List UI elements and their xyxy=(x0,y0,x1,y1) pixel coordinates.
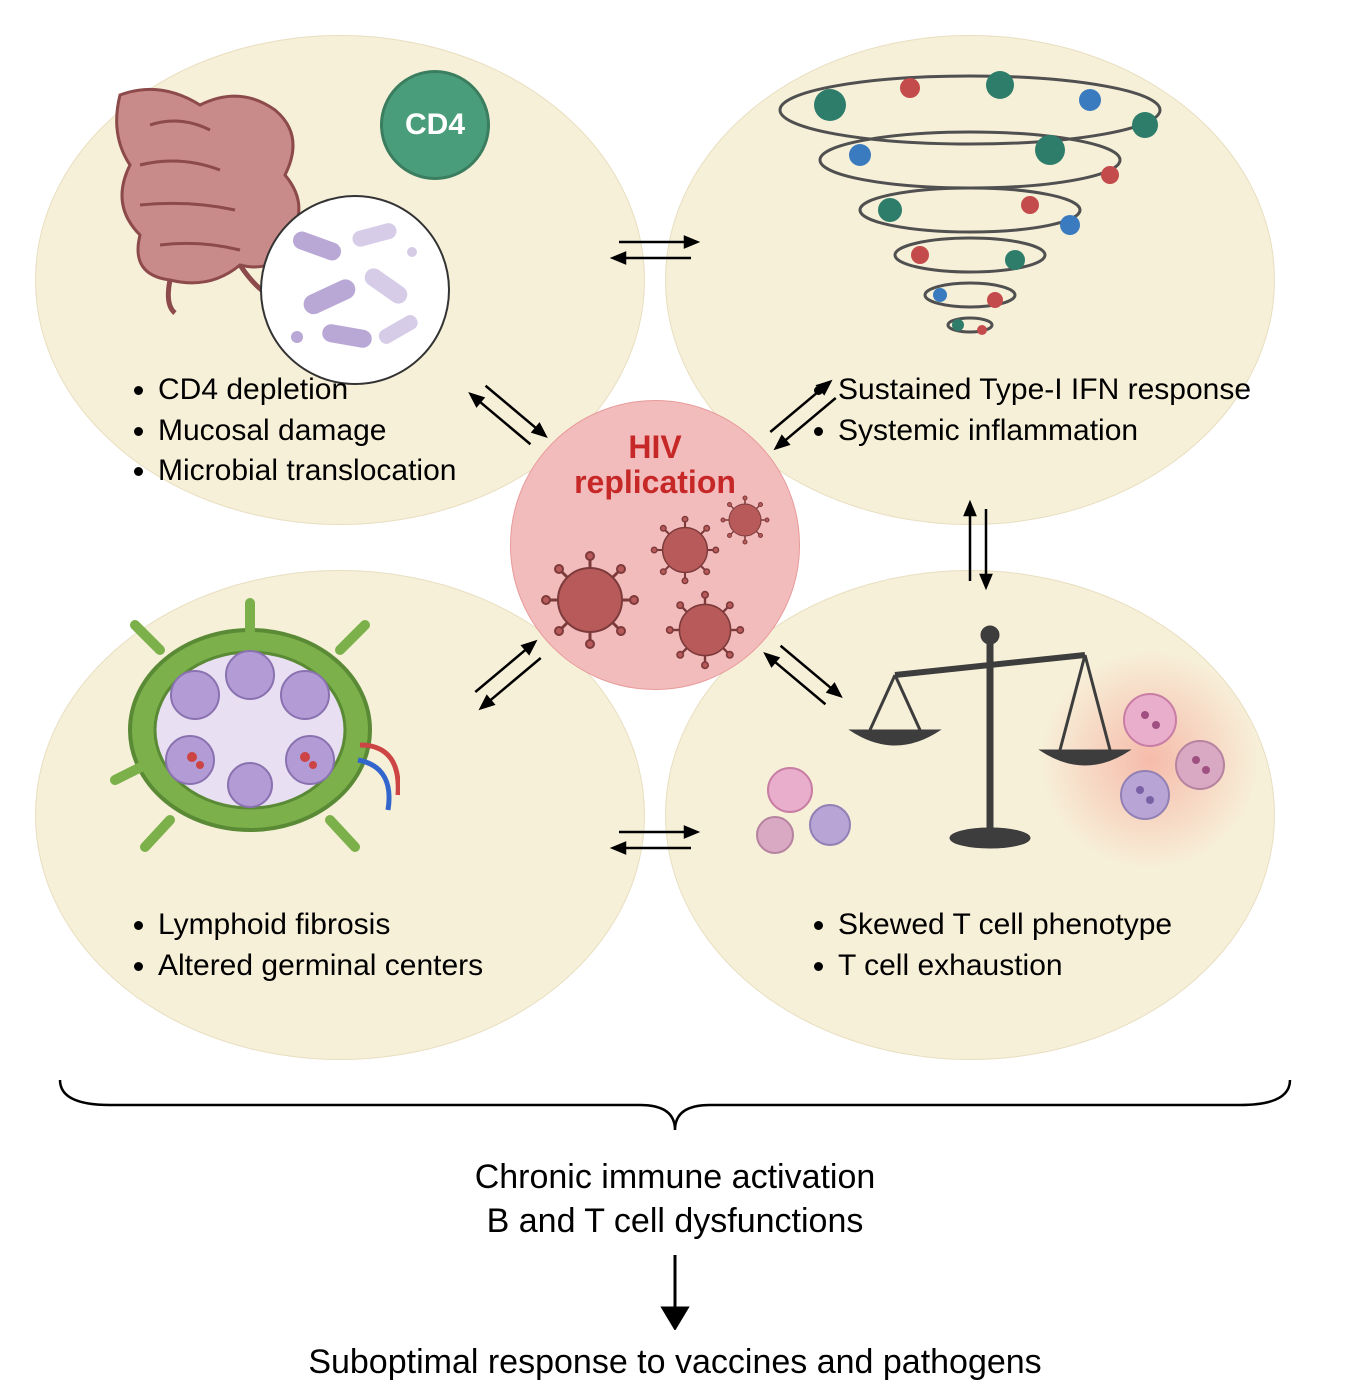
center-label-l1: HIV xyxy=(628,429,681,465)
bullet: Altered germinal centers xyxy=(158,946,483,987)
cd4-label: CD4 xyxy=(405,108,465,142)
arrows-tl-tr xyxy=(607,225,703,275)
bullet: Skewed T cell phenotype xyxy=(838,905,1172,946)
conclusion-l1: Chronic immune activation xyxy=(475,1158,876,1196)
conclusion-block-2: Suboptimal response to vaccines and path… xyxy=(0,1340,1350,1384)
curly-brace xyxy=(50,1070,1300,1140)
bullets-top-right: Sustained Type-I IFN response Systemic i… xyxy=(810,370,1251,451)
bullet: T cell exhaustion xyxy=(838,946,1172,987)
down-arrow xyxy=(650,1250,700,1330)
conclusion-block-1: Chronic immune activation B and T cell d… xyxy=(0,1155,1350,1243)
cytokine-storm-icon xyxy=(740,50,1200,360)
bullet: CD4 depletion xyxy=(158,370,456,411)
cd4-badge: CD4 xyxy=(380,70,490,180)
center-label-l2: replication xyxy=(574,464,736,500)
lymph-node-icon xyxy=(100,595,400,865)
microbe-inset xyxy=(260,195,450,385)
bullets-bottom-left: Lymphoid fibrosis Altered germinal cente… xyxy=(130,905,483,986)
bullet: Lymphoid fibrosis xyxy=(158,905,483,946)
conclusion-l2: B and T cell dysfunctions xyxy=(487,1202,864,1240)
center-label: HIV replication xyxy=(555,430,755,500)
conclusion-l3: Suboptimal response to vaccines and path… xyxy=(308,1343,1041,1381)
bullet: Sustained Type-I IFN response xyxy=(838,370,1251,411)
bullet: Systemic inflammation xyxy=(838,411,1251,452)
bullets-bottom-right: Skewed T cell phenotype T cell exhaustio… xyxy=(810,905,1172,986)
bullet: Microbial translocation xyxy=(158,451,456,492)
virus-icon xyxy=(530,490,780,680)
bullet: Mucosal damage xyxy=(158,411,456,452)
arrows-bl-br xyxy=(607,815,703,865)
arrows-tr-br xyxy=(953,497,1003,593)
bullets-top-left: CD4 depletion Mucosal damage Microbial t… xyxy=(130,370,456,492)
